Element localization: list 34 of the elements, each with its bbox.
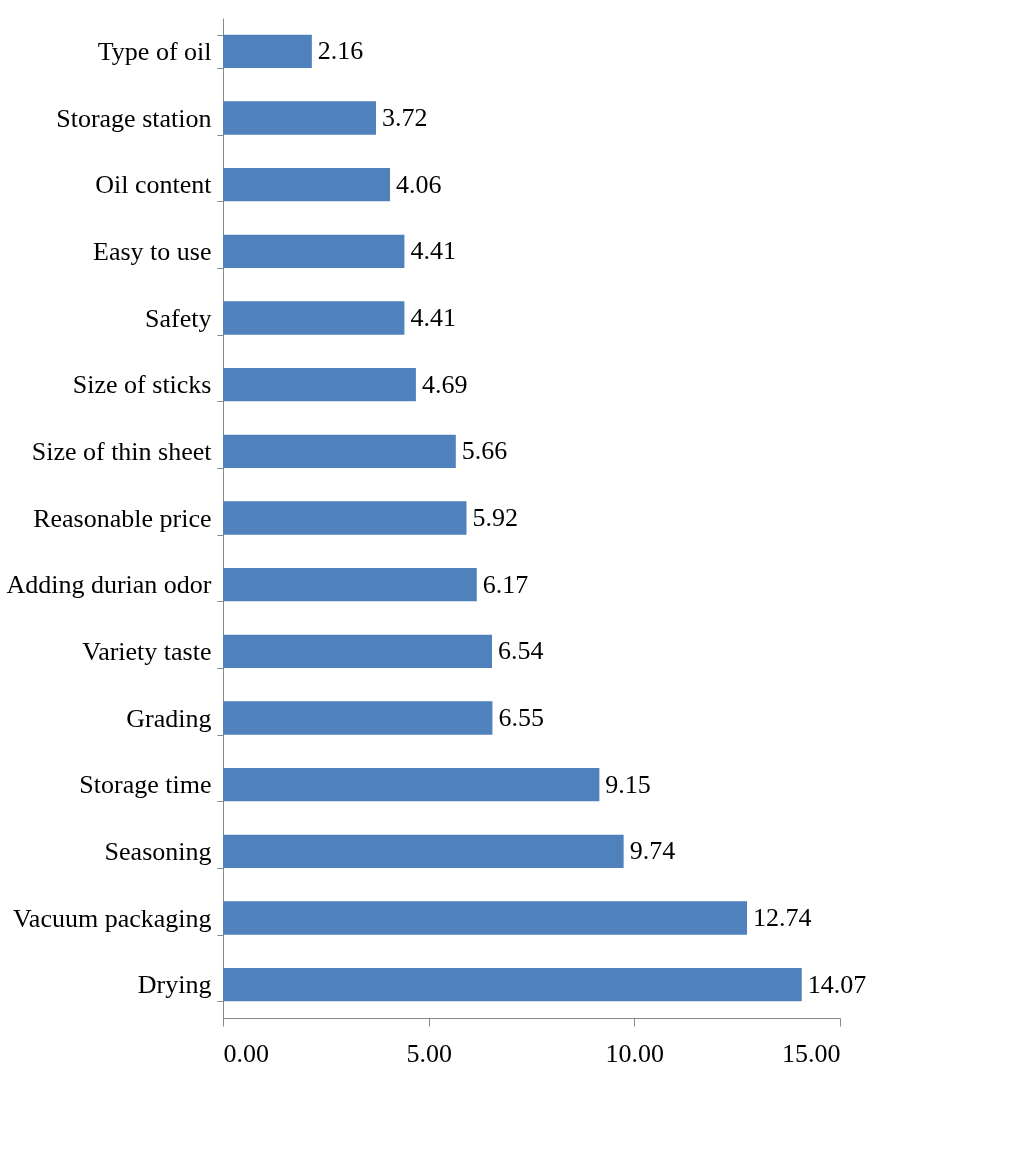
data-label: 5.66 <box>461 436 508 466</box>
y-tick-label: Storage station <box>56 103 212 133</box>
data-label: 14.07 <box>807 969 867 999</box>
y-tick-label: Variety taste <box>82 636 212 666</box>
y-tick-label: Oil content <box>95 170 213 200</box>
data-label: 9.15 <box>605 769 651 799</box>
data-label: 3.72 <box>382 103 428 132</box>
data-label: 6.54 <box>498 636 544 666</box>
data-label: 4.41 <box>410 303 456 332</box>
y-tick-label: Storage time <box>79 770 212 800</box>
data-label: 4.06 <box>396 169 442 199</box>
y-tick-label: Drying <box>137 970 212 1000</box>
y-tick-label: Easy to use <box>93 236 212 266</box>
x-tick-label: 15.00 <box>782 1038 841 1068</box>
y-tick-label: Vacuum packaging <box>12 903 212 933</box>
y-tick-label: Size of thin sheet <box>31 436 213 466</box>
data-label: 4.69 <box>421 369 468 399</box>
y-tick-label: Type of oil <box>97 36 212 66</box>
x-tick-label: 10.00 <box>605 1038 665 1068</box>
x-tick-label: 5.00 <box>406 1038 452 1068</box>
y-tick-label: Safety <box>145 303 212 333</box>
data-label: 2.16 <box>317 36 364 66</box>
data-label: 5.92 <box>472 503 519 532</box>
data-label: 9.74 <box>629 836 676 866</box>
y-tick-label: Grading <box>126 703 212 733</box>
y-tick-label: Size of sticks <box>72 370 212 400</box>
y-tick-label: Reasonable price <box>33 503 212 533</box>
y-tick-label: Adding durian odor <box>6 570 212 600</box>
x-tick-label: 0.00 <box>223 1038 269 1068</box>
data-label: 6.55 <box>498 703 544 732</box>
data-label: 6.17 <box>482 569 529 599</box>
data-label: 4.41 <box>410 236 456 266</box>
y-tick-label: Seasoning <box>104 836 212 866</box>
data-label: 12.74 <box>753 903 812 932</box>
